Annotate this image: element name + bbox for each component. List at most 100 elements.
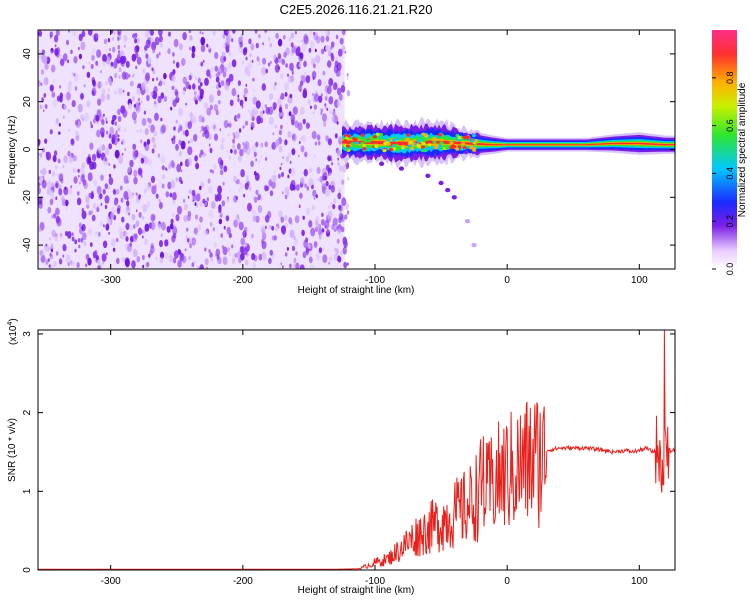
- noise-speckle: [91, 54, 95, 61]
- noise-speckle: [344, 202, 349, 211]
- noise-speckle: [178, 139, 182, 145]
- noise-speckle: [114, 72, 118, 79]
- noise-speckle: [129, 242, 132, 247]
- noise-speckle: [113, 61, 118, 69]
- y-tick-label: 2: [22, 409, 33, 415]
- noise-speckle: [232, 30, 236, 34]
- noise-speckle: [214, 195, 219, 202]
- noise-speckle: [83, 240, 87, 247]
- noise-speckle: [275, 226, 279, 232]
- noise-speckle: [285, 156, 289, 162]
- noise-speckle: [116, 237, 119, 243]
- signal-blob: [417, 139, 422, 143]
- signal-blob: [437, 144, 442, 148]
- noise-speckle: [222, 71, 227, 78]
- noise-speckle: [320, 111, 323, 116]
- noise-speckle: [232, 132, 235, 136]
- noise-speckle: [294, 30, 297, 35]
- noise-speckle: [57, 158, 61, 164]
- noise-speckle: [80, 237, 84, 243]
- noise-speckle: [161, 165, 165, 171]
- noise-speckle: [340, 251, 343, 256]
- noise-speckle: [341, 226, 345, 233]
- noise-speckle: [315, 54, 321, 64]
- noise-speckle: [257, 205, 263, 214]
- noise-speckle: [39, 152, 43, 158]
- noise-speckle: [222, 181, 225, 186]
- noise-speckle: [227, 247, 230, 252]
- noise-speckle: [189, 35, 193, 41]
- signal-blob: [457, 136, 462, 140]
- noise-speckle: [248, 109, 250, 113]
- noise-speckle: [198, 96, 202, 102]
- noise-speckle: [241, 60, 245, 65]
- noise-speckle: [133, 169, 138, 177]
- noise-speckle: [273, 54, 277, 60]
- noise-speckle: [200, 44, 206, 53]
- noise-speckle: [203, 126, 208, 135]
- noise-speckle: [114, 121, 117, 126]
- noise-speckle: [206, 266, 208, 269]
- noise-speckle: [170, 218, 174, 225]
- noise-speckle: [82, 65, 85, 70]
- noise-speckle: [108, 76, 112, 84]
- noise-speckle: [117, 134, 120, 138]
- noise-speckle: [250, 43, 255, 51]
- noise-speckle: [221, 137, 225, 144]
- noise-speckle: [336, 149, 341, 157]
- noise-speckle: [113, 199, 118, 206]
- noise-speckle: [38, 156, 41, 161]
- noise-speckle: [86, 156, 92, 165]
- noise-speckle: [129, 159, 134, 168]
- noise-speckle: [158, 30, 162, 34]
- noise-speckle: [347, 176, 350, 181]
- trace-point: [425, 173, 431, 178]
- noise-speckle: [280, 124, 283, 130]
- noise-speckle: [287, 75, 293, 84]
- noise-speckle: [261, 228, 265, 234]
- bottom-y-axis: 0 1 2 3: [22, 331, 675, 573]
- signal-blob: [375, 132, 380, 136]
- noise-speckle: [328, 96, 334, 105]
- noise-speckle: [49, 198, 54, 206]
- noise-speckle: [237, 143, 241, 150]
- noise-speckle: [151, 41, 157, 51]
- noise-speckle: [265, 225, 267, 229]
- noise-speckle: [136, 129, 139, 133]
- noise-speckle: [252, 77, 255, 82]
- noise-speckle: [62, 243, 67, 252]
- noise-speckle: [243, 94, 246, 99]
- noise-speckle: [95, 32, 99, 39]
- signal-blob: [351, 147, 355, 151]
- noise-speckle: [67, 84, 72, 93]
- noise-speckle: [258, 34, 261, 39]
- noise-speckle: [38, 182, 41, 188]
- noise-speckle: [93, 179, 98, 187]
- noise-speckle: [242, 125, 245, 129]
- snr-background: [38, 330, 675, 570]
- noise-speckle: [95, 231, 98, 235]
- signal-blob: [427, 140, 432, 144]
- noise-speckle: [90, 124, 94, 129]
- trace-point: [445, 187, 451, 193]
- noise-speckle: [199, 264, 204, 269]
- noise-speckle: [245, 146, 251, 156]
- noise-speckle: [141, 229, 144, 234]
- noise-speckle: [320, 35, 325, 43]
- noise-speckle: [334, 133, 338, 139]
- noise-speckle: [195, 162, 200, 170]
- noise-speckle: [212, 227, 215, 232]
- signal-blob: [422, 149, 427, 153]
- noise-speckle: [102, 60, 106, 67]
- noise-speckle: [58, 131, 60, 135]
- noise-speckle: [324, 96, 328, 101]
- noise-speckle: [256, 56, 260, 62]
- noise-speckle: [127, 91, 130, 97]
- noise-speckle: [181, 254, 183, 258]
- noise-speckle: [112, 247, 116, 252]
- noise-speckle: [107, 38, 111, 43]
- noise-speckle: [315, 35, 321, 44]
- noise-speckle: [107, 88, 110, 92]
- noise-speckle: [153, 130, 158, 137]
- noise-speckle: [137, 47, 139, 50]
